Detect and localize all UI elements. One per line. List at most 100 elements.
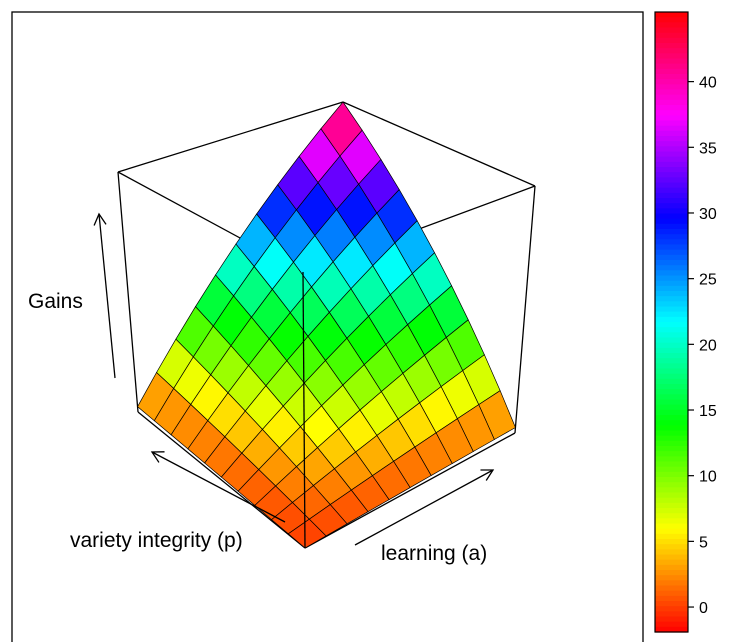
- colorbar-swatch: [655, 570, 688, 576]
- box-edge: [117, 101, 344, 173]
- box-edge: [304, 432, 516, 549]
- colorbar-swatch: [655, 306, 688, 313]
- colorbar-swatch: [655, 544, 688, 550]
- y-arrow: [150, 451, 286, 523]
- colorbar-swatch: [655, 451, 688, 457]
- colorbar-swatch: [655, 17, 688, 23]
- colorbar-swatch: [655, 37, 688, 44]
- colorbar-swatch: [655, 182, 688, 189]
- colorbar-swatch: [655, 192, 688, 199]
- colorbar-swatch: [655, 533, 688, 540]
- colorbar-swatch: [655, 528, 688, 535]
- colorbar-swatch: [655, 327, 688, 333]
- colorbar-swatch: [655, 146, 688, 153]
- colorbar-swatch: [655, 549, 688, 556]
- colorbar-tick-label: 0: [699, 600, 708, 617]
- colorbar-swatch: [655, 115, 688, 122]
- colorbar-swatch: [655, 89, 688, 96]
- colorbar-swatch: [655, 74, 688, 80]
- colorbar-swatch: [655, 559, 688, 566]
- colorbar-swatch: [655, 316, 688, 323]
- colorbar-swatch: [655, 564, 688, 571]
- colorbar-swatch: [655, 513, 688, 519]
- surface-cell: [287, 518, 327, 549]
- colorbar-swatch: [655, 430, 688, 437]
- colorbar-swatch: [655, 244, 688, 251]
- colorbar-swatch: [655, 425, 688, 432]
- surface: [137, 101, 516, 549]
- colorbar-swatch: [655, 508, 688, 514]
- colorbar-swatch: [655, 337, 688, 344]
- colorbar-swatch: [655, 32, 688, 39]
- colorbar-swatch: [655, 626, 688, 633]
- colorbar-swatch: [655, 435, 688, 442]
- box-edge: [514, 185, 536, 434]
- colorbar-swatch: [655, 363, 688, 370]
- x-label: learning (a): [381, 542, 487, 565]
- colorbar-swatch: [655, 218, 688, 225]
- colorbar-swatch: [655, 110, 688, 116]
- colorbar-swatch: [655, 177, 688, 184]
- colorbar-swatch: [655, 322, 688, 328]
- colorbar-tick-label: 5: [699, 534, 708, 551]
- colorbar-swatch: [655, 580, 688, 587]
- colorbar-tick-label: 30: [699, 206, 717, 223]
- colorbar-swatch: [655, 502, 688, 509]
- colorbar-swatch: [655, 461, 688, 468]
- colorbar-swatch: [655, 554, 688, 561]
- colorbar-swatch: [655, 616, 688, 623]
- box-edge: [342, 101, 536, 187]
- colorbar-swatch: [655, 254, 688, 261]
- colorbar-swatch: [655, 347, 688, 354]
- colorbar-swatch: [655, 332, 688, 339]
- colorbar-swatch: [655, 12, 688, 18]
- colorbar-swatch: [655, 156, 688, 163]
- colorbar-swatch: [655, 399, 688, 406]
- colorbar-swatch: [655, 477, 688, 483]
- colorbar-swatch: [655, 621, 688, 628]
- colorbar-swatch: [655, 167, 688, 173]
- box-edge: [117, 171, 139, 413]
- colorbar-swatch: [655, 213, 688, 220]
- colorbar-swatch: [655, 296, 688, 302]
- colorbar-swatch: [655, 27, 688, 34]
- colorbar-swatch: [655, 99, 688, 106]
- colorbar-swatch: [655, 611, 688, 618]
- colorbar-swatch: [655, 125, 688, 132]
- colorbar-swatch: [655, 234, 688, 240]
- colorbar-swatch: [655, 601, 688, 607]
- colorbar-swatch: [655, 456, 688, 463]
- colorbar-swatch: [655, 404, 688, 411]
- colorbar-swatch: [655, 373, 688, 380]
- colorbar-swatch: [655, 523, 688, 530]
- colorbar-swatch: [655, 394, 688, 401]
- colorbar-swatch: [655, 260, 688, 266]
- colorbar-swatch: [655, 497, 688, 504]
- colorbar-swatch: [655, 606, 688, 612]
- colorbar-swatch: [655, 378, 688, 385]
- colorbar-swatch: [655, 291, 688, 297]
- colorbar-swatch: [655, 285, 688, 292]
- colorbar-swatch: [655, 151, 688, 158]
- colorbar-swatch: [655, 58, 688, 65]
- colorbar-swatch: [655, 280, 688, 287]
- colorbar-swatch: [655, 141, 688, 147]
- colorbar-swatch: [655, 487, 688, 494]
- colorbar-swatch: [655, 68, 688, 75]
- colorbar-swatch: [655, 130, 688, 137]
- colorbar-swatch: [655, 187, 688, 194]
- box-edge: [137, 411, 306, 549]
- colorbar-tick-label: 20: [699, 337, 717, 354]
- colorbar-swatch: [655, 223, 688, 230]
- colorbar-swatch: [655, 384, 688, 390]
- colorbar-tick-label: 40: [699, 75, 717, 92]
- colorbar-swatch: [655, 120, 688, 127]
- colorbar-swatch: [655, 229, 688, 235]
- colorbar-swatch: [655, 358, 688, 364]
- colorbar-swatch: [655, 420, 688, 426]
- y-label: variety integrity (p): [70, 529, 243, 552]
- colorbar-swatch: [655, 590, 688, 597]
- colorbar-swatch: [655, 518, 688, 525]
- colorbar-swatch: [655, 249, 688, 256]
